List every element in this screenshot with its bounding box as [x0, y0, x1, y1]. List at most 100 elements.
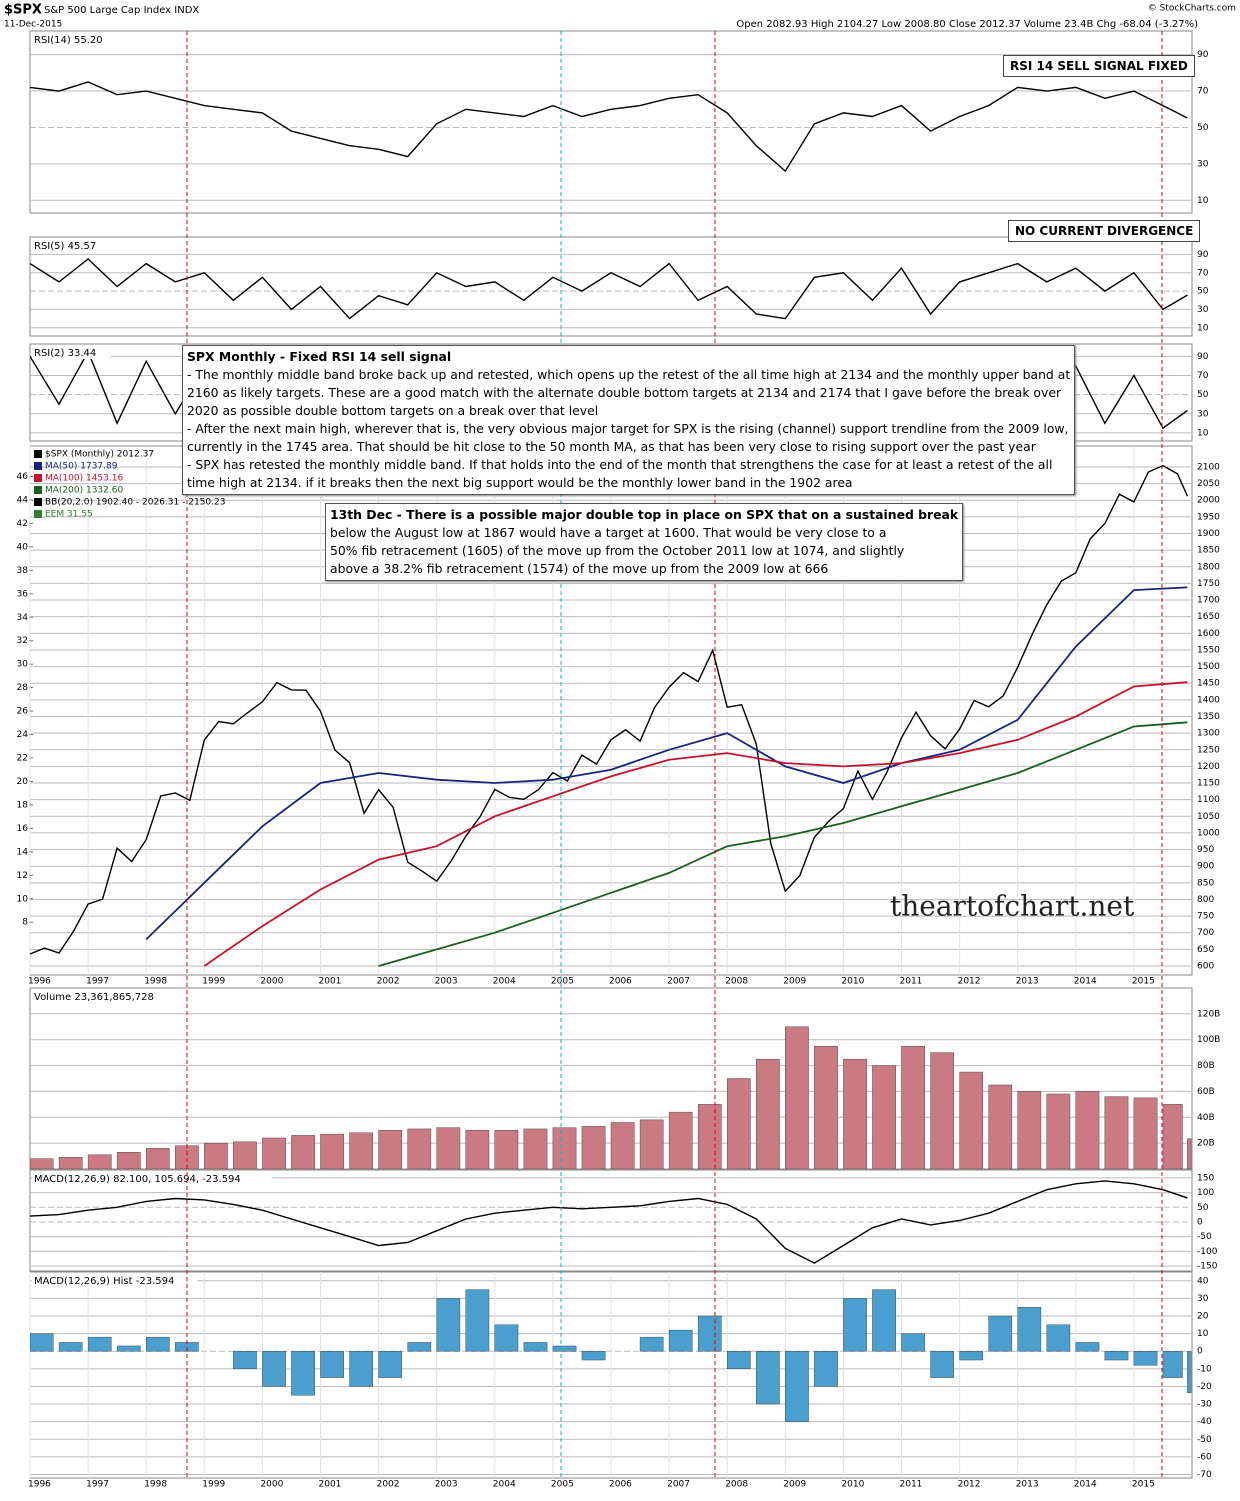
y-tick-label: 850: [1197, 878, 1214, 888]
line: [378, 721, 1188, 967]
bar: [87, 1154, 112, 1169]
y-tick-label: 100: [1197, 1188, 1214, 1198]
y-tick-label: 2000: [1197, 496, 1220, 506]
y-tick-label: 10: [1197, 428, 1209, 438]
x-tick-label: 2008: [725, 977, 748, 987]
bar: [1104, 1351, 1129, 1361]
y-tick-label: 50: [1197, 123, 1209, 133]
panel-title: MACD(12,26,9) Hist -23.594: [34, 1276, 174, 1287]
commentary: SPX Monthly - Fixed RSI 14 sell signal - …: [182, 345, 1076, 495]
bar: [116, 1151, 141, 1169]
bar: [1017, 1091, 1042, 1169]
y-tick-label: 1550: [1197, 645, 1220, 655]
bar: [30, 1158, 54, 1169]
label-bg: [32, 33, 117, 46]
y-tick-label: -150: [1197, 1262, 1218, 1272]
y-tick-label: 700: [1197, 928, 1214, 938]
bar: [668, 1111, 693, 1169]
bar: [233, 1141, 257, 1169]
y-tick-label: -50: [1197, 1232, 1212, 1242]
bar: [407, 1342, 432, 1352]
bar: [30, 1333, 54, 1352]
panel: [29, 30, 1193, 214]
x-tick-label: 1996: [28, 977, 51, 987]
y-tick-label: -50: [1197, 1435, 1212, 1445]
y-tick-label: 20: [1197, 1312, 1209, 1322]
x-tick-label: 2001: [319, 1480, 342, 1490]
x-tick-label: 2014: [1074, 1480, 1097, 1490]
x-tick-label: 2012: [958, 1480, 981, 1490]
y2-tick-label: 18: [17, 800, 29, 810]
bar: [930, 1351, 954, 1378]
y-tick-label: 10: [1197, 323, 1209, 333]
y-tick-label: -100: [1197, 1247, 1218, 1257]
bar: [407, 1128, 432, 1169]
x-tick-label: 2008: [725, 1480, 748, 1490]
bar: [988, 1084, 1013, 1169]
panel-title: MACD(12,26,9) 82.100, 105.694, -23.594: [34, 1174, 241, 1185]
y-tick-label: 1100: [1197, 795, 1220, 805]
x-tick-label: 2004: [493, 1480, 516, 1490]
y-tick-label: 1500: [1197, 662, 1220, 672]
credit: © StockCharts.com: [1148, 4, 1236, 14]
x-tick-label: 2013: [1016, 1480, 1039, 1490]
y2-tick-label: 34: [17, 613, 29, 623]
index-name: S&P 500 Large Cap Index INDX: [44, 5, 199, 16]
y-tick-label: 80B: [1197, 1061, 1215, 1071]
bar: [523, 1128, 548, 1169]
y2-tick-label: 26: [17, 707, 29, 717]
x-tick-label: 1998: [144, 977, 167, 987]
y2-tick-label: 24: [17, 730, 29, 740]
bar: [901, 1045, 925, 1169]
series-layer: [30, 81, 1188, 173]
bar: [843, 1058, 867, 1169]
y-tick-label: 70: [1197, 268, 1209, 278]
y-tick-label: 20B: [1197, 1139, 1215, 1149]
y-tick-label: 1200: [1197, 762, 1220, 772]
x-tick-label: 2015: [1132, 1480, 1155, 1490]
bar: [668, 1329, 693, 1352]
label-bg: [32, 1274, 198, 1287]
bar: [785, 1351, 809, 1422]
y-tick-label: 1450: [1197, 679, 1220, 689]
x-tick-label: 2012: [958, 977, 981, 987]
x-tick-label: 2006: [609, 977, 632, 987]
y-tick-label: 0: [1197, 1347, 1203, 1357]
bar: [581, 1351, 606, 1361]
y-tick-label: 70: [1197, 87, 1209, 97]
panel: [29, 236, 1193, 337]
y-tick-label: 10: [1197, 1329, 1209, 1339]
x-tick-label: 2015: [1132, 977, 1155, 987]
bar: [727, 1351, 751, 1370]
bar: [204, 1142, 228, 1169]
bar: [262, 1137, 286, 1169]
bar: [1133, 1097, 1158, 1169]
y-tick-label: 1750: [1197, 579, 1220, 589]
bar: [1075, 1342, 1100, 1352]
legend-swatch: [34, 474, 42, 482]
y2-tick-label: 20: [17, 777, 29, 787]
line: [203, 681, 1188, 967]
panel-title: RSI(14) 55.20: [34, 35, 103, 46]
y-tick-label: 1650: [1197, 612, 1220, 622]
y-tick-label: 30: [1197, 1294, 1209, 1304]
rsi5-note: NO CURRENT DIVERGENCE: [1008, 220, 1201, 242]
bar: [814, 1045, 838, 1169]
y2-tick-label: 12: [17, 871, 28, 881]
bar: [494, 1324, 519, 1352]
bar: [843, 1298, 867, 1352]
bar: [552, 1345, 577, 1352]
legend-label: $SPX (Monthly) 2012.37: [45, 450, 154, 460]
x-tick-label: 2003: [435, 1480, 458, 1490]
x-tick-label: 2010: [841, 1480, 864, 1490]
legend-swatch: [34, 510, 42, 518]
y-tick-label: 1050: [1197, 812, 1220, 822]
y-tick-label: 800: [1197, 895, 1214, 905]
legend-swatch: [34, 462, 42, 470]
bar: [523, 1342, 548, 1352]
y-tick-label: 70: [1197, 371, 1209, 381]
y-tick-label: 1950: [1197, 512, 1220, 522]
y-tick-label: 30: [1197, 159, 1209, 169]
bar: [494, 1130, 519, 1169]
x-tick-label: 2001: [319, 977, 342, 987]
